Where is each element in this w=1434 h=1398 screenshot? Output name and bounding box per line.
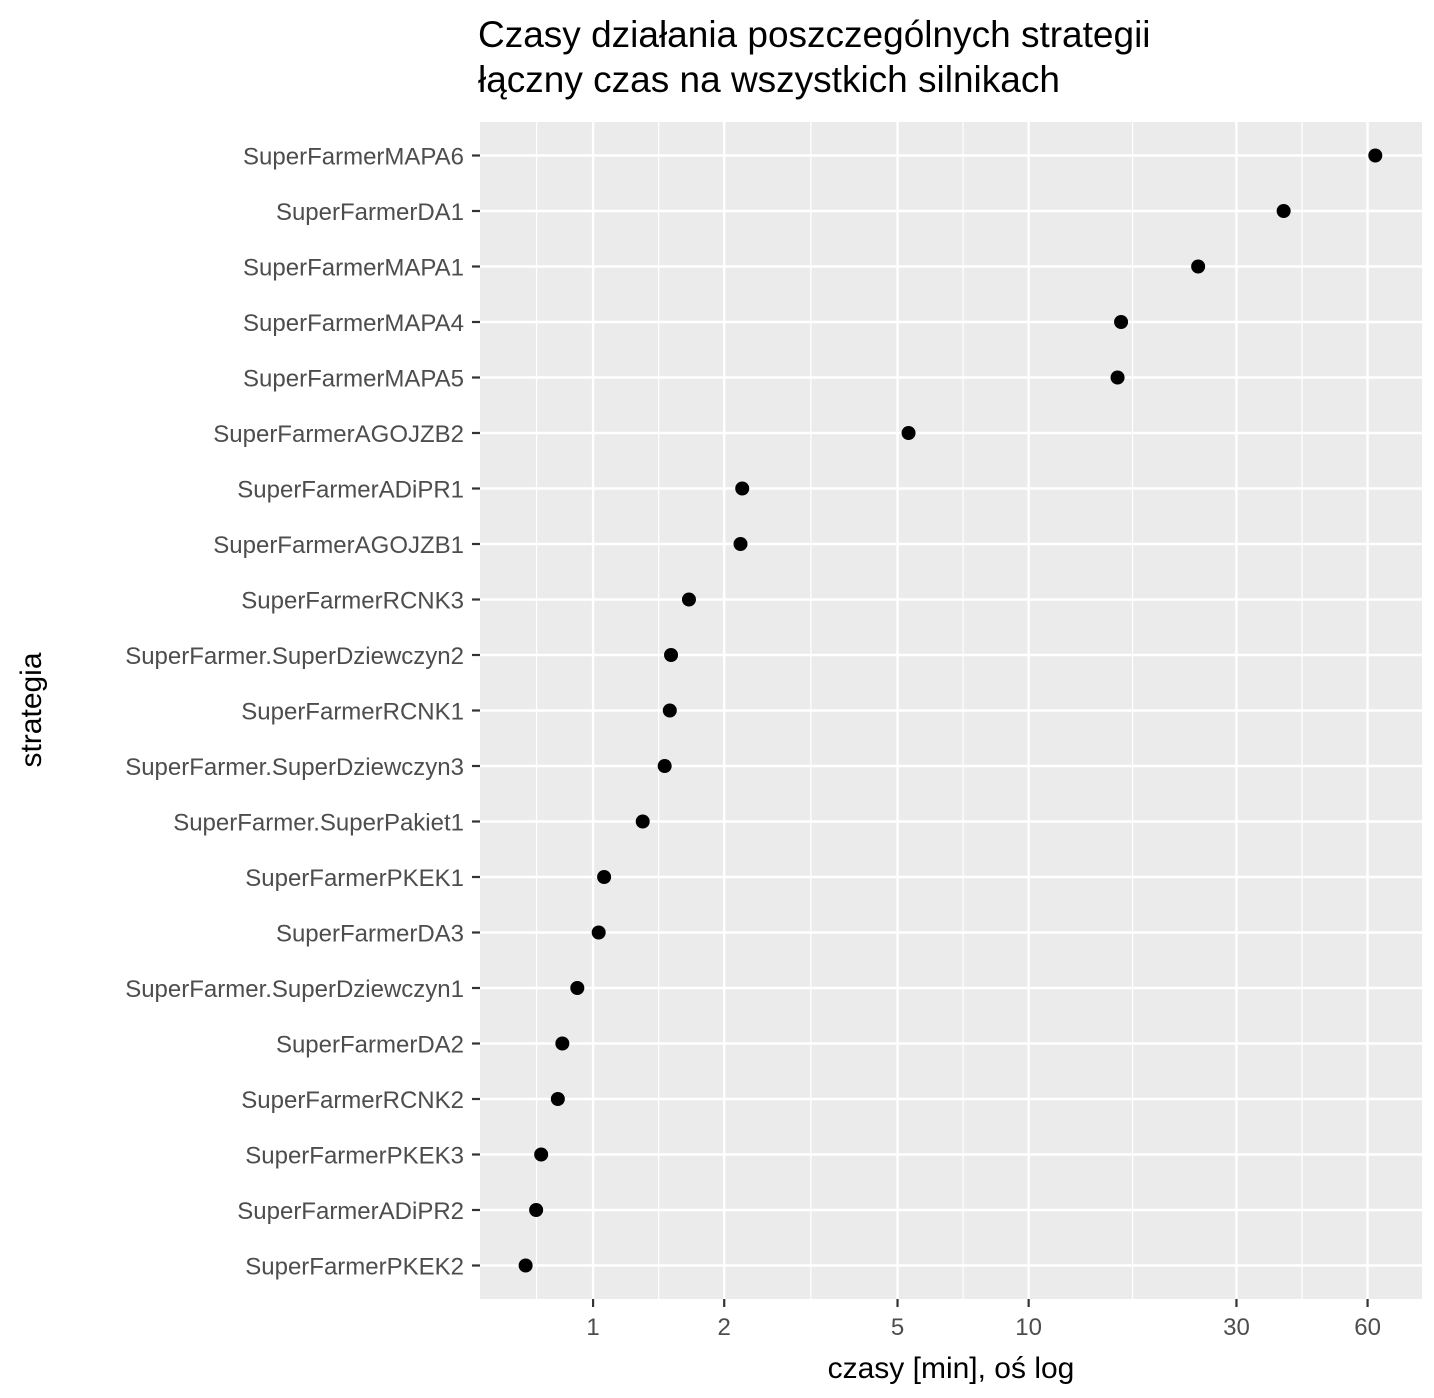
data-point bbox=[518, 1258, 533, 1273]
y-tick-label: SuperFarmer.SuperDziewczyn2 bbox=[125, 643, 464, 670]
data-point bbox=[635, 814, 650, 829]
y-tick-label: SuperFarmerDA3 bbox=[276, 921, 464, 948]
y-tick-label: SuperFarmerPKEK2 bbox=[245, 1254, 464, 1281]
data-point bbox=[597, 870, 612, 884]
y-tick-label: SuperFarmerMAPA5 bbox=[243, 366, 464, 393]
y-tick-label: SuperFarmerDA1 bbox=[276, 199, 464, 226]
y-tick-label: SuperFarmerPKEK1 bbox=[245, 865, 464, 892]
data-point bbox=[1114, 315, 1129, 329]
data-point bbox=[664, 648, 679, 662]
y-tick-label: SuperFarmerRCNK2 bbox=[241, 1087, 464, 1114]
x-tick-label: 10 bbox=[1015, 1314, 1042, 1341]
y-tick-label: SuperFarmerADiPR1 bbox=[237, 477, 464, 504]
data-point bbox=[1110, 370, 1125, 385]
data-points bbox=[518, 148, 1383, 1273]
y-tick-label: SuperFarmerMAPA4 bbox=[243, 310, 464, 337]
y-tick-label: SuperFarmerDA2 bbox=[276, 1032, 464, 1059]
data-point bbox=[733, 537, 748, 551]
y-tick-label: SuperFarmerMAPA1 bbox=[243, 255, 464, 282]
data-point bbox=[1191, 259, 1206, 274]
data-point bbox=[591, 925, 606, 940]
y-tick-label: SuperFarmer.SuperPakiet1 bbox=[173, 810, 464, 837]
y-tick-label: SuperFarmerRCNK3 bbox=[241, 588, 464, 615]
y-tick-label: SuperFarmerAGOJZB2 bbox=[213, 421, 464, 448]
x-tick-label: 2 bbox=[718, 1314, 731, 1341]
chart-subtitle: łączny czas na wszystkich silnikach bbox=[478, 59, 1060, 100]
data-point bbox=[570, 981, 585, 995]
data-point bbox=[555, 1036, 570, 1051]
y-tick-label: SuperFarmer.SuperDziewczyn1 bbox=[125, 976, 464, 1003]
y-tick-label: SuperFarmer.SuperDziewczyn3 bbox=[125, 754, 464, 781]
y-tick-label: SuperFarmerMAPA6 bbox=[243, 144, 464, 171]
x-tick-label: 30 bbox=[1223, 1314, 1250, 1341]
x-tick-label: 60 bbox=[1354, 1314, 1381, 1341]
y-axis-ticks: SuperFarmerMAPA6 SuperFarmerDA1 SuperFarme… bbox=[125, 144, 480, 1281]
major-gridlines bbox=[480, 122, 1422, 1299]
data-point bbox=[681, 592, 696, 607]
y-tick-label: SuperFarmerADiPR2 bbox=[237, 1198, 464, 1225]
x-tick-label: 5 bbox=[891, 1314, 904, 1341]
data-point bbox=[534, 1147, 549, 1162]
data-point bbox=[662, 703, 677, 718]
x-axis-ticks: 1 2 5 10 30 60 bbox=[586, 1299, 1381, 1341]
data-point bbox=[550, 1092, 565, 1106]
data-point bbox=[1368, 148, 1383, 163]
y-tick-label: SuperFarmerPKEK3 bbox=[245, 1143, 464, 1170]
data-point bbox=[529, 1203, 544, 1217]
data-point bbox=[657, 759, 672, 773]
y-tick-label: SuperFarmerRCNK1 bbox=[241, 699, 464, 726]
x-axis-title: czasy [min], oś log bbox=[828, 1352, 1075, 1385]
chart-title: Czasy działania poszczególnych strategii bbox=[478, 14, 1151, 55]
y-tick-label: SuperFarmerAGOJZB1 bbox=[213, 532, 464, 559]
data-point bbox=[735, 481, 750, 496]
data-point bbox=[1276, 204, 1291, 218]
x-tick-label: 1 bbox=[586, 1314, 599, 1341]
data-point bbox=[901, 426, 916, 440]
y-axis-title: strategia bbox=[15, 652, 48, 767]
